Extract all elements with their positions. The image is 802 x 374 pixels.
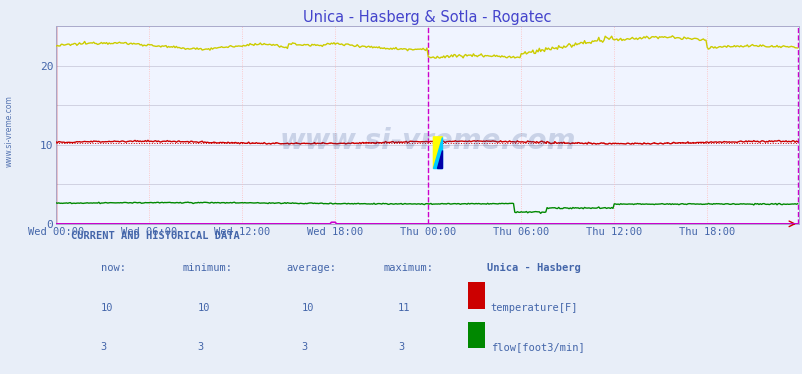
Polygon shape <box>436 150 442 169</box>
Text: Unica - Hasberg: Unica - Hasberg <box>486 263 580 273</box>
Text: www.si-vreme.com: www.si-vreme.com <box>279 127 575 155</box>
Polygon shape <box>433 137 442 169</box>
Text: 11: 11 <box>398 303 410 313</box>
Bar <box>468 282 484 309</box>
Text: CURRENT AND HISTORICAL DATA: CURRENT AND HISTORICAL DATA <box>71 231 240 241</box>
Text: 3: 3 <box>197 343 204 352</box>
Text: 10: 10 <box>101 303 113 313</box>
Text: 3: 3 <box>398 343 403 352</box>
Text: 10: 10 <box>301 303 314 313</box>
Text: maximum:: maximum: <box>383 263 432 273</box>
Text: 10: 10 <box>197 303 209 313</box>
Text: 3: 3 <box>101 343 107 352</box>
Polygon shape <box>433 137 442 169</box>
Bar <box>468 322 484 348</box>
Text: average:: average: <box>286 263 336 273</box>
Text: temperature[F]: temperature[F] <box>490 303 577 313</box>
Title: Unica - Hasberg & Sotla - Rogatec: Unica - Hasberg & Sotla - Rogatec <box>303 10 551 25</box>
Text: flow[foot3/min]: flow[foot3/min] <box>490 343 584 352</box>
Text: now:: now: <box>101 263 126 273</box>
Text: minimum:: minimum: <box>182 263 233 273</box>
Text: www.si-vreme.com: www.si-vreme.com <box>5 95 14 167</box>
Text: 3: 3 <box>301 343 307 352</box>
